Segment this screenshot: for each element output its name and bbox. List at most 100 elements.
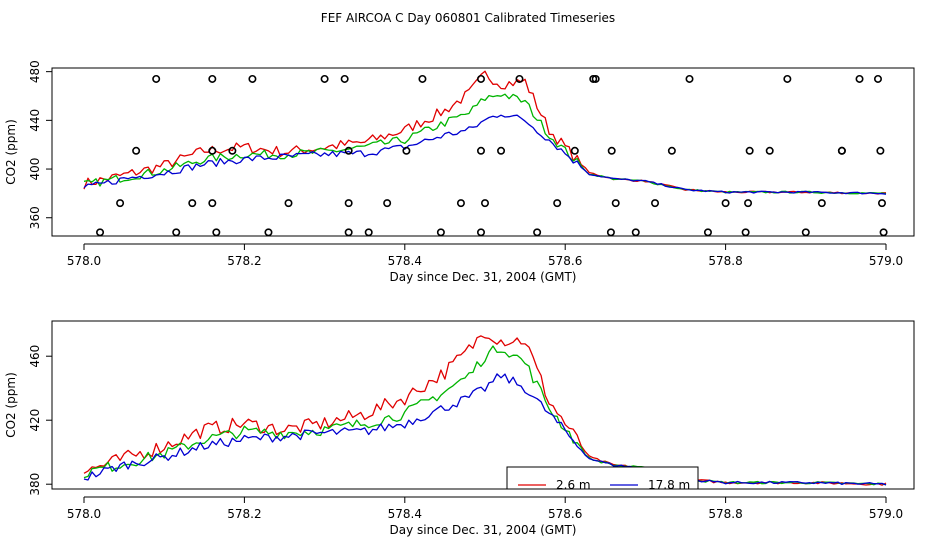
reference-point [876, 146, 885, 155]
reference-point [172, 228, 181, 237]
figure-title: FEF AIRCOA C Day 060801 Calibrated Times… [321, 11, 615, 25]
reference-point [208, 199, 217, 208]
y-tick-label: 400 [28, 158, 42, 181]
reference-point [208, 74, 217, 83]
reference-point [208, 146, 217, 155]
y-tick-label: 480 [28, 60, 42, 83]
reference-point [344, 228, 353, 237]
y-axis-label-bottom: CO2 (ppm) [4, 372, 18, 438]
reference-point [765, 146, 774, 155]
reference-point [476, 74, 485, 83]
x-tick-label: 578.0 [67, 507, 101, 521]
y-tick-label: 360 [28, 206, 42, 229]
reference-point [132, 146, 141, 155]
panel-bottom: 578.0 578.2 578.4 578.6 578.8 579.0 380 420 460… [4, 320, 915, 537]
reference-point [877, 199, 886, 208]
reference-point [817, 199, 826, 208]
reference-point [667, 146, 676, 155]
series-line-red [83, 335, 887, 486]
plot-frame-top [51, 67, 915, 237]
reference-point [212, 228, 221, 237]
reference-point [248, 74, 257, 83]
y-tick-label: 420 [28, 409, 42, 432]
reference-point [340, 74, 349, 83]
reference-point [96, 228, 105, 237]
y-axis-bottom: 380 420 460 [28, 345, 53, 496]
series-line-red [83, 70, 886, 195]
reference-point [741, 228, 750, 237]
reference-point [651, 199, 660, 208]
reference-point [570, 146, 579, 155]
legend-label-blue: 17.8 m [648, 478, 690, 492]
reference-point [456, 199, 465, 208]
reference-point [476, 146, 485, 155]
reference-point [589, 74, 598, 83]
reference-point [476, 228, 485, 237]
y-tick-label: 380 [28, 473, 42, 496]
x-tick-label: 578.2 [227, 507, 261, 521]
reference-point [116, 199, 125, 208]
y-tick-label: 460 [28, 345, 42, 368]
reference-point [228, 146, 237, 155]
series-group-top [83, 70, 887, 195]
reference-point [591, 74, 600, 83]
reference-point [284, 199, 293, 208]
x-axis-label-bottom: Day since Dec. 31, 2004 (GMT) [390, 523, 577, 537]
x-tick-label: 578.8 [708, 507, 742, 521]
x-tick-label: 578.4 [388, 254, 422, 268]
reference-point [480, 199, 489, 208]
reference-point [344, 199, 353, 208]
reference-point [152, 74, 161, 83]
reference-point [344, 146, 353, 155]
reference-point [744, 199, 753, 208]
reference-point [721, 199, 730, 208]
reference-point [873, 74, 882, 83]
series-line-green [83, 93, 887, 195]
legend-box [506, 466, 699, 490]
reference-point [855, 74, 864, 83]
panel-top: 578.0 578.2 578.4 578.6 578.8 579.0 360 400 440… [4, 60, 915, 284]
reference-point [533, 228, 542, 237]
reference-point [837, 146, 846, 155]
reference-point [703, 228, 712, 237]
series-line-blue [83, 114, 887, 195]
reference-point [497, 146, 506, 155]
series-line-green [83, 345, 887, 486]
reference-point [607, 146, 616, 155]
x-axis-bottom: 578.0 578.2 578.4 578.6 578.8 579.0 [67, 496, 903, 521]
series-group-bottom [83, 335, 887, 486]
y-axis-label-top: CO2 (ppm) [4, 119, 18, 185]
x-axis-top: 578.0 578.2 578.4 578.6 578.8 579.0 [67, 243, 903, 268]
x-tick-label: 578.8 [708, 254, 742, 268]
reference-point [515, 74, 524, 83]
x-tick-label: 578.6 [548, 507, 582, 521]
reference-point [553, 199, 562, 208]
legend-label-red: 2.6 m [556, 478, 591, 492]
x-tick-label: 578.4 [388, 507, 422, 521]
reference-point [264, 228, 273, 237]
reference-point [745, 146, 754, 155]
y-axis-top: 360 400 440 480 [28, 60, 53, 229]
reference-point [188, 199, 197, 208]
x-tick-label: 579.0 [869, 254, 903, 268]
reference-point [685, 74, 694, 83]
plot-frame-bottom [51, 320, 915, 490]
reference-point [606, 228, 615, 237]
reference-point [418, 74, 427, 83]
x-tick-label: 578.0 [67, 254, 101, 268]
reference-point [402, 146, 411, 155]
reference-point [383, 199, 392, 208]
x-tick-label: 578.2 [227, 254, 261, 268]
reference-point [631, 228, 640, 237]
reference-point [801, 228, 810, 237]
series-line-blue [83, 373, 887, 486]
reference-points [96, 74, 888, 237]
reference-point [879, 228, 888, 237]
reference-point [611, 199, 620, 208]
reference-point [320, 74, 329, 83]
reference-point [783, 74, 792, 83]
y-tick-label: 440 [28, 109, 42, 132]
x-tick-label: 579.0 [869, 507, 903, 521]
reference-point [436, 228, 445, 237]
